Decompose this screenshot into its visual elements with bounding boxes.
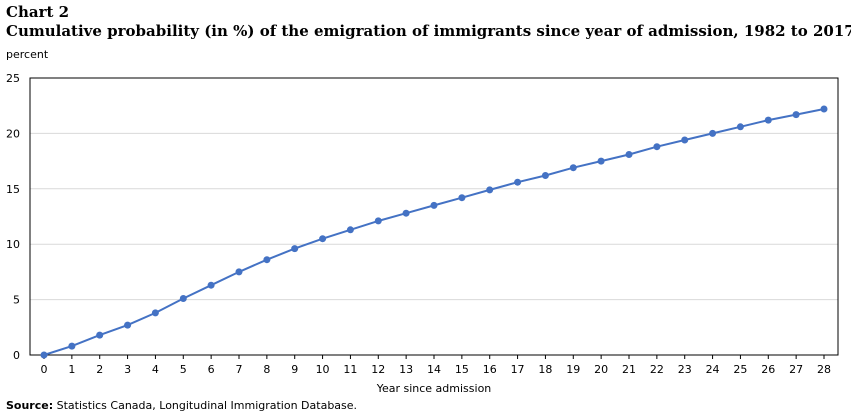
x-tick-label: 22 (650, 363, 664, 376)
y-tick-label: 0 (13, 349, 20, 362)
data-point (625, 151, 633, 158)
x-tick-label: 3 (124, 363, 131, 376)
x-tick-label: 20 (594, 363, 608, 376)
x-tick-label: 14 (427, 363, 441, 376)
x-tick-label: 18 (538, 363, 552, 376)
y-unit-label: percent (6, 48, 49, 61)
data-point (514, 178, 522, 186)
data-point (151, 309, 159, 317)
x-axis-title: Year since admission (376, 382, 492, 395)
plot-frame (29, 77, 839, 356)
x-tick-label: 25 (733, 363, 747, 376)
data-point (207, 281, 215, 289)
data-point (346, 226, 354, 234)
data-point (235, 268, 243, 276)
x-tick-label: 1 (68, 363, 75, 376)
y-tick-label: 10 (6, 238, 20, 251)
data-point (319, 235, 327, 243)
x-tick-label: 21 (622, 363, 636, 376)
x-tick-label: 19 (566, 363, 580, 376)
chart-number: Chart 2 (6, 3, 70, 21)
x-tick-label: 23 (678, 363, 692, 376)
x-tick-label: 17 (511, 363, 525, 376)
data-point (569, 164, 577, 172)
data-point (820, 105, 828, 113)
x-tick-label: 26 (761, 363, 775, 376)
data-point (402, 209, 410, 217)
source-text: Statistics Canada, Longitudinal Immigrat… (53, 399, 358, 412)
y-tick-label: 15 (6, 183, 20, 196)
x-tick-label: 0 (41, 363, 48, 376)
x-tick-label: 2 (96, 363, 103, 376)
data-point (653, 143, 661, 151)
data-point (291, 245, 299, 253)
x-tick-label: 28 (817, 363, 831, 376)
data-point (96, 331, 104, 339)
chart-title: Cumulative probability (in %) of the emi… (6, 22, 851, 40)
data-point (374, 217, 382, 225)
data-point (541, 172, 549, 179)
data-point (792, 111, 800, 119)
data-point (597, 157, 605, 165)
x-tick-label: 16 (483, 363, 497, 376)
data-point (179, 295, 187, 302)
data-point (124, 321, 132, 329)
x-axis-ticks: 0 1 2 3 4 5 6 7 8 9 10 11 12 13 14 15 16 17 18 19 20 21 22 23 24… (41, 355, 831, 376)
x-tick-label: 27 (789, 363, 803, 376)
y-tick-label: 25 (6, 72, 20, 85)
data-point (458, 194, 466, 202)
x-tick-label: 11 (343, 363, 357, 376)
source-label: Source: (6, 399, 54, 412)
x-tick-label: 12 (371, 363, 385, 376)
y-axis-ticks: 0 5 10 15 20 25 (6, 72, 20, 362)
data-point (709, 129, 717, 137)
data-point (486, 186, 494, 194)
data-points (40, 105, 828, 359)
x-tick-label: 24 (706, 363, 720, 376)
x-tick-label: 13 (399, 363, 413, 376)
x-tick-label: 9 (291, 363, 298, 376)
data-point (263, 256, 271, 264)
x-tick-label: 8 (263, 363, 270, 376)
y-tick-label: 5 (13, 294, 20, 307)
series-line (43, 108, 825, 356)
x-tick-label: 6 (208, 363, 215, 376)
gridlines (30, 132, 838, 301)
source-note: Source: Statistics Canada, Longitudinal … (6, 399, 357, 412)
data-point (681, 136, 689, 144)
y-tick-label: 20 (6, 127, 20, 140)
x-tick-label: 5 (180, 363, 187, 376)
data-point (68, 342, 76, 350)
x-tick-label: 4 (152, 363, 159, 376)
x-tick-label: 15 (455, 363, 469, 376)
data-point (40, 351, 48, 359)
data-point (736, 123, 744, 131)
x-tick-label: 10 (316, 363, 330, 376)
x-tick-label: 7 (236, 363, 243, 376)
data-point (430, 201, 438, 209)
data-point (764, 116, 772, 124)
